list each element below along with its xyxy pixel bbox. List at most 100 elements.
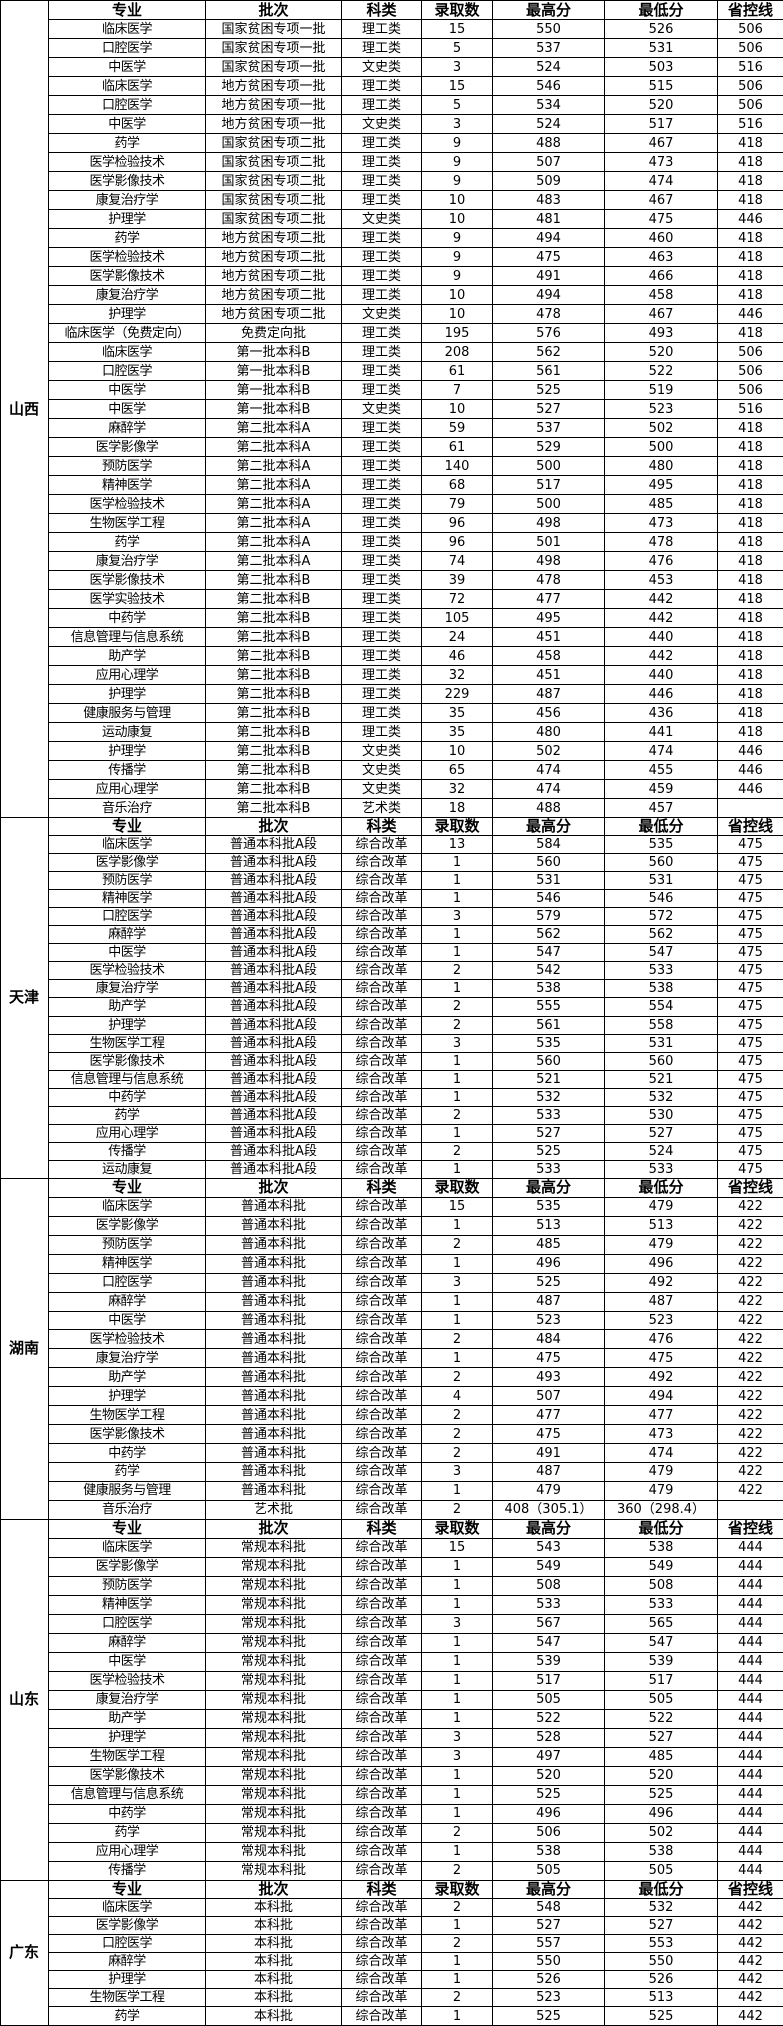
cell-highest-score: 485 — [492, 1234, 605, 1255]
cell-lowest-score: 485 — [604, 1746, 718, 1767]
cell-major: 护理学 — [48, 1386, 206, 1407]
cell-lowest-score: 502 — [604, 418, 718, 438]
cell-lowest-score: 527 — [604, 1915, 718, 1936]
cell-lowest-score: 533 — [604, 1594, 718, 1615]
cell-highest-score: 495 — [492, 608, 605, 628]
cell-lowest-score: 457 — [604, 798, 718, 818]
cell-batch: 常规本科批 — [205, 1803, 342, 1824]
cell-highest-score: 525 — [492, 1141, 605, 1161]
table-row: 助产学 普通本科批 综合改革 2 493 492 422 — [1, 1367, 783, 1388]
cell-admitted-count: 1 — [421, 1784, 493, 1805]
table-row: 中药学 常规本科批 综合改革 1 496 496 444 — [1, 1803, 783, 1824]
cell-highest-score: 528 — [492, 1727, 605, 1748]
cell-major: 传播学 — [48, 1860, 206, 1881]
cell-category: 综合改革 — [341, 907, 422, 927]
cell-major: 口腔医学 — [48, 907, 206, 927]
cell-batch: 普通本科批 — [205, 1329, 342, 1350]
cell-major: 药学 — [48, 228, 206, 248]
table-row: 临床医学（免费定向） 免费定向批 理工类 195 576 493 418 — [1, 323, 783, 343]
cell-batch: 第二批本科B — [205, 570, 342, 590]
cell-highest-score: 498 — [492, 551, 605, 571]
cell-provincial-control-line: 422 — [717, 1405, 783, 1426]
cell-category: 综合改革 — [341, 1575, 422, 1596]
cell-lowest-score: 478 — [604, 532, 718, 552]
cell-category: 综合改革 — [341, 1291, 422, 1312]
table-row: 信息管理与信息系统 普通本科批A段 综合改革 1 521 521 475 — [1, 1069, 783, 1089]
cell-major: 医学影像技术 — [48, 266, 206, 286]
cell-admitted-count: 2 — [421, 1499, 493, 1520]
cell-provincial-control-line: 418 — [717, 570, 783, 590]
cell-admitted-count: 1 — [421, 1952, 493, 1972]
cell-batch: 本科批 — [205, 2006, 342, 2026]
cell-category: 综合改革 — [341, 1405, 422, 1426]
cell-category: 综合改革 — [341, 997, 422, 1017]
cell-major: 预防医学 — [48, 1234, 206, 1255]
cell-admitted-count: 2 — [421, 1443, 493, 1463]
cell-major: 麻醉学 — [48, 418, 206, 438]
cell-provincial-control-line: 422 — [717, 1480, 783, 1501]
cell-batch: 常规本科批 — [205, 1689, 342, 1710]
cell-category: 综合改革 — [341, 1746, 422, 1767]
cell-major: 口腔医学 — [48, 361, 206, 381]
cell-admitted-count: 1 — [421, 1670, 493, 1691]
cell-category: 综合改革 — [341, 1499, 422, 1520]
cell-admitted-count: 1 — [421, 1051, 493, 1071]
table-row: 药学 常规本科批 综合改革 2 506 502 444 — [1, 1822, 783, 1843]
cell-highest-score: 548 — [492, 1897, 605, 1918]
cell-batch: 第二批本科B — [205, 589, 342, 609]
cell-lowest-score: 479 — [604, 1234, 718, 1255]
cell-lowest-score: 562 — [604, 925, 718, 945]
cell-category: 理工类 — [341, 228, 422, 248]
cell-highest-score: 533 — [492, 1105, 605, 1125]
table-row: 护理学 普通本科批A段 综合改革 2 561 558 475 — [1, 1015, 783, 1035]
cell-major: 中药学 — [48, 1443, 206, 1463]
cell-batch: 地方贫困专项一批 — [205, 95, 342, 115]
cell-batch: 常规本科批 — [205, 1860, 342, 1881]
table-row: 中医学 国家贫困专项一批 文史类 3 524 503 516 — [1, 57, 783, 77]
header-row: 湖南 专业 批次 科类 录取数 最高分 最低分 省控线 — [0, 1177, 783, 1520]
table-row: 生物医学工程 常规本科批 综合改革 3 497 485 444 — [1, 1746, 783, 1767]
cell-highest-score: 560 — [492, 853, 605, 873]
cell-admitted-count: 9 — [421, 171, 493, 191]
cell-admitted-count: 1 — [421, 943, 493, 963]
cell-admitted-count: 10 — [421, 741, 493, 761]
cell-category: 文史类 — [341, 760, 422, 780]
cell-major: 应用心理学 — [48, 665, 206, 685]
cell-category: 综合改革 — [341, 889, 422, 909]
cell-lowest-score: 476 — [604, 1329, 718, 1350]
cell-category: 理工类 — [341, 646, 422, 666]
cell-category: 综合改革 — [341, 1386, 422, 1407]
table-row: 口腔医学 第一批本科B 理工类 61 561 522 506 — [1, 361, 783, 381]
cell-admitted-count: 3 — [421, 907, 493, 927]
cell-highest-score: 483 — [492, 190, 605, 210]
cell-category: 理工类 — [341, 608, 422, 628]
column-header-highest-score: 最高分 — [492, 1518, 605, 1539]
cell-category: 理工类 — [341, 380, 422, 400]
cell-batch: 地方贫困专项一批 — [205, 114, 342, 134]
cell-batch: 第一批本科B — [205, 342, 342, 362]
column-header-admitted-count: 录取数 — [421, 1518, 493, 1539]
cell-major: 护理学 — [48, 1015, 206, 1035]
cell-provincial-control-line: 444 — [717, 1670, 783, 1691]
cell-provincial-control-line: 418 — [717, 475, 783, 495]
cell-highest-score: 513 — [492, 1215, 605, 1236]
cell-provincial-control-line: 442 — [717, 1970, 783, 1990]
column-header-major: 专业 — [48, 1518, 206, 1539]
cell-highest-score: 525 — [492, 1784, 605, 1805]
cell-provincial-control-line: 422 — [717, 1215, 783, 1236]
table-row: 医学影像技术 普通本科批A段 综合改革 1 560 560 475 — [1, 1051, 783, 1071]
cell-major: 传播学 — [48, 1141, 206, 1161]
cell-provincial-control-line: 418 — [717, 513, 783, 533]
cell-provincial-control-line: 475 — [717, 943, 783, 963]
cell-provincial-control-line: 475 — [717, 1123, 783, 1143]
table-row: 中医学 常规本科批 综合改革 1 539 539 444 — [1, 1651, 783, 1672]
cell-highest-score: 517 — [492, 1670, 605, 1691]
cell-major: 临床医学 — [48, 835, 206, 855]
cell-major: 生物医学工程 — [48, 1033, 206, 1053]
cell-highest-score: 538 — [492, 1841, 605, 1862]
cell-category: 理工类 — [341, 551, 422, 571]
cell-provincial-control-line: 444 — [717, 1860, 783, 1881]
cell-batch: 常规本科批 — [205, 1670, 342, 1691]
cell-category: 综合改革 — [341, 1196, 422, 1217]
cell-major: 音乐治疗 — [48, 1499, 206, 1520]
